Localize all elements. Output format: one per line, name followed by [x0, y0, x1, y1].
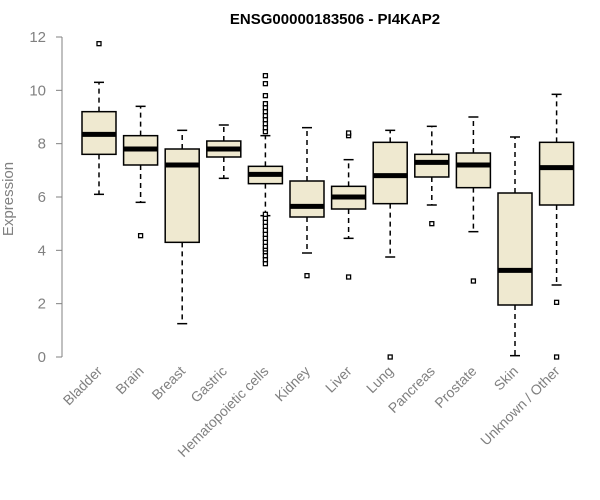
box-kidney	[289, 126, 325, 279]
outlier-point	[345, 274, 352, 280]
box-unknown-other	[538, 93, 575, 360]
box-brain	[122, 105, 159, 239]
outlier-point	[553, 354, 560, 360]
y-tick-label: 10	[29, 82, 46, 99]
iqr-box	[538, 141, 575, 206]
y-tick-label: 12	[29, 29, 46, 46]
x-tick-label: Bladder	[60, 363, 106, 409]
box-liver	[330, 130, 367, 280]
y-tick-label: 8	[38, 136, 46, 153]
x-tick-label: Prostate	[431, 363, 479, 411]
iqr-box	[497, 192, 533, 306]
outlier-point	[553, 299, 560, 305]
x-tick-label: Unknown / Other	[477, 363, 563, 449]
chart-title: ENSG00000183506 - PI4KAP2	[230, 11, 440, 28]
iqr-box	[414, 153, 450, 178]
y-tick-label: 4	[38, 242, 46, 259]
x-tick-label: Breast	[148, 363, 188, 403]
box-pancreas	[414, 125, 450, 227]
outlier-point	[387, 354, 393, 360]
outlier-point	[304, 273, 310, 279]
boxes	[81, 41, 575, 360]
box-gastric	[206, 124, 242, 180]
y-tick-label: 6	[38, 189, 46, 206]
y-tick-label: 2	[38, 296, 46, 313]
box-bladder	[81, 41, 117, 196]
box-prostate	[455, 116, 492, 284]
outlier-point	[345, 130, 352, 136]
outlier-point	[262, 93, 269, 99]
outlier-point	[262, 73, 269, 79]
outlier-point	[96, 41, 102, 47]
box-skin	[497, 136, 533, 357]
x-tick-label: Skin	[491, 363, 522, 394]
y-axis: 0 2 4 6 8 10 12	[29, 29, 63, 366]
outlier-point	[429, 221, 435, 227]
iqr-box	[455, 152, 492, 189]
outlier-point	[470, 278, 477, 284]
iqr-box	[372, 141, 408, 205]
x-tick-label: Kidney	[272, 363, 314, 405]
x-tick-label: Brain	[112, 363, 146, 397]
outlier-point	[262, 101, 269, 107]
iqr-box	[289, 180, 325, 218]
outlier-point	[262, 81, 269, 87]
y-axis-label: Expression	[0, 162, 17, 236]
outlier-point	[262, 211, 269, 217]
y-tick-label: 0	[38, 349, 46, 366]
outlier-point	[137, 233, 144, 239]
box-hematopoietic-cells	[247, 73, 284, 267]
box-lung	[372, 129, 408, 360]
x-tick-label: Lung	[363, 363, 396, 396]
x-tick-label: Liver	[322, 363, 355, 396]
box-breast	[164, 129, 200, 325]
